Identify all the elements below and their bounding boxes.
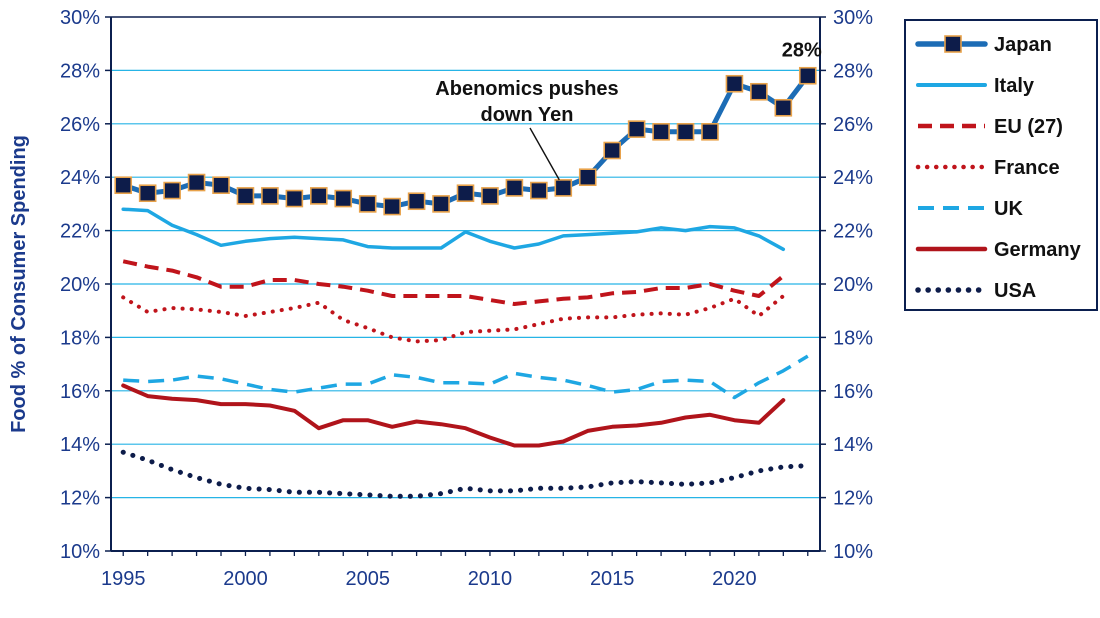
x-tick-label: 2020 <box>712 568 757 590</box>
y-tick-label-right: 22% <box>833 221 873 243</box>
series-line-eu-27 <box>122 259 785 306</box>
y-axis-title: Food % of Consumer Spending <box>8 135 30 433</box>
japan-data-point <box>627 120 646 138</box>
japan-data-point <box>138 184 157 203</box>
y-tick-label-left: 12% <box>60 488 100 510</box>
y-tick-label-left: 28% <box>60 60 100 82</box>
y-tick-label-left: 22% <box>60 221 100 243</box>
japan-data-point <box>114 176 133 195</box>
y-tick-label-right: 20% <box>833 274 873 296</box>
legend-label: Germany <box>994 239 1082 261</box>
series-line-italy <box>121 207 786 252</box>
y-tick-label-right: 26% <box>833 114 873 136</box>
japan-data-point <box>530 181 548 200</box>
annotation-abenomics-line2: down Yen <box>481 104 574 126</box>
series-line-uk <box>123 354 809 400</box>
japan-data-point <box>652 123 670 141</box>
annotation-abenomics-pointer <box>529 127 560 181</box>
y-tick-label-right: 24% <box>833 167 873 189</box>
japan-data-point <box>554 179 573 197</box>
japan-data-point <box>701 123 719 141</box>
japan-data-point <box>261 187 279 205</box>
japan-data-point <box>505 179 524 197</box>
series-line-france <box>121 294 786 344</box>
legend-label: EU (27) <box>994 116 1063 138</box>
japan-data-point <box>676 123 695 141</box>
annotation-28-percent: 28% <box>782 40 822 62</box>
y-tick-label-right: 28% <box>833 60 873 82</box>
x-tick-label: 2010 <box>468 568 513 590</box>
japan-data-point <box>383 197 401 216</box>
legend-label: USA <box>994 280 1036 302</box>
y-tick-label-left: 18% <box>60 327 100 349</box>
japan-data-point <box>236 187 255 205</box>
japan-data-point <box>456 184 475 203</box>
japan-data-point <box>310 187 328 205</box>
y-tick-label-left: 20% <box>60 274 100 296</box>
japan-data-point <box>432 195 450 213</box>
japan-data-point <box>334 189 353 208</box>
legend-label: Japan <box>994 34 1052 56</box>
x-tick-label: 2005 <box>345 568 390 590</box>
y-tick-label-right: 18% <box>833 327 873 349</box>
japan-data-point <box>774 98 793 117</box>
x-tick-label: 2015 <box>590 568 635 590</box>
y-tick-label-right: 30% <box>833 7 873 29</box>
legend-label: Italy <box>994 75 1035 97</box>
y-tick-label-right: 10% <box>833 541 873 563</box>
legend-label: France <box>994 157 1060 179</box>
y-tick-label-right: 16% <box>833 381 873 403</box>
y-tick-label-left: 26% <box>60 114 100 136</box>
series-line-germany <box>121 383 786 448</box>
japan-data-point <box>407 192 426 211</box>
japan-data-point <box>163 181 181 200</box>
japan-data-point <box>285 189 304 208</box>
japan-data-point <box>187 173 206 192</box>
x-tick-label: 2000 <box>223 568 268 590</box>
japan-data-point <box>750 82 768 101</box>
y-tick-label-left: 30% <box>60 7 100 29</box>
y-tick-label-left: 14% <box>60 434 100 456</box>
japan-data-point <box>603 141 621 160</box>
annotation-abenomics-line1: Abenomics pushes <box>435 78 618 100</box>
japan-data-point <box>212 176 230 195</box>
legend-marker <box>944 35 962 53</box>
y-tick-label-left: 24% <box>60 167 100 189</box>
japan-data-point <box>798 66 817 85</box>
y-tick-label-right: 14% <box>833 434 873 456</box>
japan-data-point <box>578 168 597 186</box>
japan-data-point <box>358 195 377 213</box>
series-line-usa <box>120 449 811 499</box>
japan-data-point <box>725 74 744 93</box>
x-tick-label: 1995 <box>101 568 146 590</box>
y-tick-label-left: 16% <box>60 381 100 403</box>
y-tick-label-right: 12% <box>833 488 873 510</box>
japan-data-point <box>481 187 499 205</box>
y-tick-label-left: 10% <box>60 541 100 563</box>
legend-label: UK <box>994 198 1023 220</box>
